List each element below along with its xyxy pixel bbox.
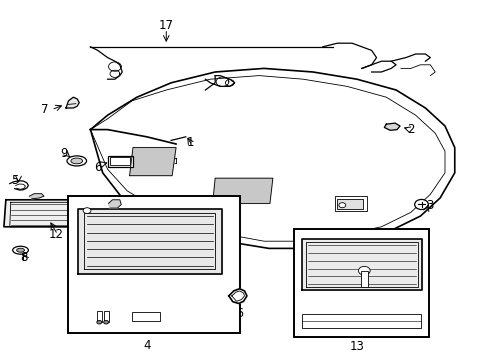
Text: 9: 9 — [60, 147, 67, 159]
Text: 2: 2 — [406, 123, 414, 136]
Circle shape — [190, 212, 200, 220]
Text: 4: 4 — [142, 339, 150, 352]
Bar — [107, 156, 133, 167]
Bar — [110, 157, 129, 165]
Text: 14: 14 — [378, 283, 393, 296]
Polygon shape — [212, 178, 272, 203]
Text: 11: 11 — [159, 301, 173, 314]
Bar — [294, 229, 428, 337]
Text: 13: 13 — [349, 340, 364, 353]
Ellipse shape — [67, 156, 86, 166]
Text: 7: 7 — [41, 103, 49, 116]
Text: 10: 10 — [73, 301, 88, 314]
Polygon shape — [78, 209, 222, 274]
Bar — [97, 311, 102, 322]
Text: 17: 17 — [159, 19, 173, 32]
Polygon shape — [4, 200, 85, 227]
Bar — [302, 314, 420, 328]
Bar — [360, 271, 367, 287]
Bar — [132, 312, 160, 321]
Polygon shape — [108, 200, 121, 208]
Circle shape — [83, 208, 91, 213]
Polygon shape — [384, 123, 399, 130]
Circle shape — [103, 320, 108, 324]
Text: 16: 16 — [229, 307, 244, 320]
Text: 15: 15 — [378, 303, 393, 316]
Circle shape — [358, 266, 369, 275]
Text: 8: 8 — [20, 251, 27, 264]
Circle shape — [97, 320, 102, 324]
Circle shape — [414, 199, 427, 210]
Polygon shape — [29, 194, 44, 199]
Text: 6: 6 — [94, 161, 102, 174]
Text: 12: 12 — [49, 228, 63, 240]
Circle shape — [338, 203, 345, 208]
Ellipse shape — [71, 158, 82, 164]
Text: 3: 3 — [426, 199, 433, 212]
Bar — [337, 199, 362, 209]
Text: 1: 1 — [186, 136, 194, 149]
Polygon shape — [302, 239, 421, 290]
Text: 5: 5 — [11, 174, 19, 186]
Polygon shape — [66, 97, 79, 108]
Polygon shape — [228, 289, 246, 303]
Bar — [68, 196, 239, 333]
Ellipse shape — [13, 246, 28, 254]
Bar — [334, 196, 366, 211]
Ellipse shape — [17, 248, 24, 252]
Polygon shape — [129, 148, 176, 176]
Bar — [103, 311, 108, 322]
